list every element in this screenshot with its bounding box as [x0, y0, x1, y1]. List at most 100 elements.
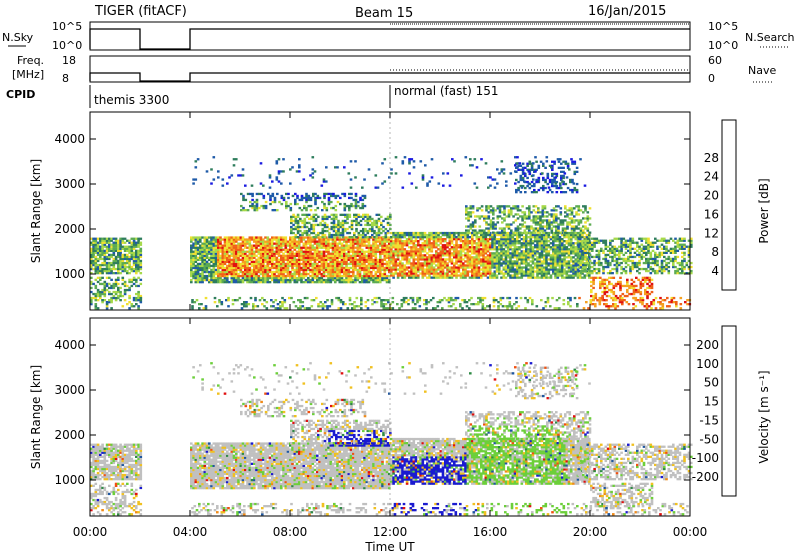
heatmap-cell: [374, 250, 378, 253]
heatmap-cell: [556, 274, 560, 277]
heatmap-cell: [575, 211, 578, 214]
heatmap-cell: [203, 244, 207, 247]
heatmap-cell: [248, 272, 252, 276]
heatmap-cell: [401, 264, 404, 267]
heatmap-cell: [257, 256, 261, 259]
heatmap-cell: [210, 240, 213, 243]
heatmap-cell: [135, 241, 138, 244]
heatmap-cell: [480, 268, 483, 271]
heatmap-cell: [459, 264, 463, 267]
heatmap-cell: [241, 252, 245, 255]
heatmap-cell: [275, 246, 279, 249]
heatmap-cell: [537, 227, 540, 230]
heatmap-cell: [266, 276, 270, 280]
heatmap-cell: [561, 274, 564, 277]
heatmap-cell: [519, 184, 523, 188]
heatmap-cell: [264, 276, 267, 280]
heatmap-cell: [96, 280, 100, 284]
heatmap-cell: [412, 246, 416, 249]
heatmap-cell: [465, 207, 468, 210]
heatmap-cell: [465, 211, 468, 214]
heatmap-cell: [588, 252, 591, 255]
heatmap-cell: [226, 242, 229, 245]
heatmap-cell: [253, 238, 256, 241]
heatmap-cell: [302, 252, 306, 255]
heatmap-cell: [275, 236, 279, 239]
heatmap-cell: [482, 256, 485, 259]
heatmap-cell: [194, 250, 198, 253]
heatmap-cell: [242, 209, 245, 212]
heatmap-cell: [450, 270, 454, 273]
heatmap-cell: [388, 236, 391, 239]
heatmap-cell: [316, 250, 319, 253]
heatmap-cell: [538, 231, 542, 235]
heatmap-cell: [552, 217, 556, 220]
heatmap-cell: [536, 274, 539, 277]
heatmap-cell: [361, 254, 364, 257]
heatmap-cell: [475, 233, 479, 237]
heatmap-cell: [329, 266, 333, 270]
heatmap-cell: [96, 249, 100, 252]
heatmap-cell: [210, 250, 213, 253]
heatmap-cell: [273, 236, 276, 239]
heatmap-cell: [399, 246, 402, 249]
heatmap-cell: [466, 250, 470, 253]
heatmap-cell: [428, 246, 431, 249]
heatmap-cell: [430, 256, 434, 259]
heatmap-cell: [239, 246, 243, 249]
heatmap-cell: [516, 242, 519, 245]
heatmap-cell: [379, 281, 382, 284]
heatmap-cell: [323, 225, 327, 229]
heatmap-cell: [239, 270, 243, 274]
heatmap-cell: [244, 240, 247, 243]
heatmap-cell: [319, 223, 322, 227]
heatmap-cell: [271, 200, 275, 204]
heatmap-cell: [322, 272, 326, 276]
heatmap-cell: [421, 270, 425, 273]
heatmap-cell: [495, 260, 499, 263]
heatmap-cell: [532, 229, 536, 232]
heatmap-cell: [301, 221, 304, 225]
heatmap-cell: [334, 204, 338, 208]
heatmap-cell: [196, 236, 200, 239]
heatmap-cell: [469, 207, 473, 210]
heatmap-cell: [110, 245, 113, 248]
heatmap-cell: [244, 209, 248, 212]
heatmap-cell: [527, 276, 530, 279]
heatmap-cell: [308, 217, 311, 221]
heatmap-cell: [271, 240, 274, 243]
heatmap-cell: [507, 246, 510, 249]
heatmap-cell: [298, 206, 302, 210]
heatmap-cell: [239, 262, 243, 266]
heatmap-cell: [545, 272, 548, 275]
heatmap-cell: [230, 274, 234, 278]
heatmap-cell: [203, 256, 207, 259]
heatmap-cell: [337, 231, 340, 235]
heatmap-cell: [262, 250, 265, 253]
heatmap-cell: [293, 272, 297, 276]
heatmap-cell: [299, 229, 302, 233]
heatmap-cell: [554, 264, 557, 267]
heatmap-cell: [255, 200, 259, 204]
heatmap-cell: [518, 258, 521, 261]
heatmap-cell: [528, 209, 531, 212]
heatmap-cell: [114, 259, 118, 263]
heatmap-cell: [123, 249, 127, 252]
heatmap-cell: [480, 272, 483, 275]
heatmap-cell: [130, 251, 134, 254]
heatmap-cell: [439, 258, 443, 261]
heatmap-cell: [354, 206, 358, 210]
heatmap-cell: [255, 278, 258, 282]
heatmap-cell: [352, 248, 355, 251]
heatmap-cell: [210, 281, 213, 284]
heatmap-cell: [221, 274, 225, 278]
heatmap-cell: [365, 276, 369, 280]
heatmap-cell: [312, 213, 316, 216]
heatmap-cell: [347, 266, 351, 270]
heatmap-cell: [549, 260, 553, 263]
heatmap-cell: [332, 206, 335, 210]
heatmap-cell: [576, 258, 580, 261]
heatmap-cell: [219, 262, 222, 266]
heatmap-cell: [345, 254, 348, 257]
heatmap-cell: [457, 268, 461, 271]
